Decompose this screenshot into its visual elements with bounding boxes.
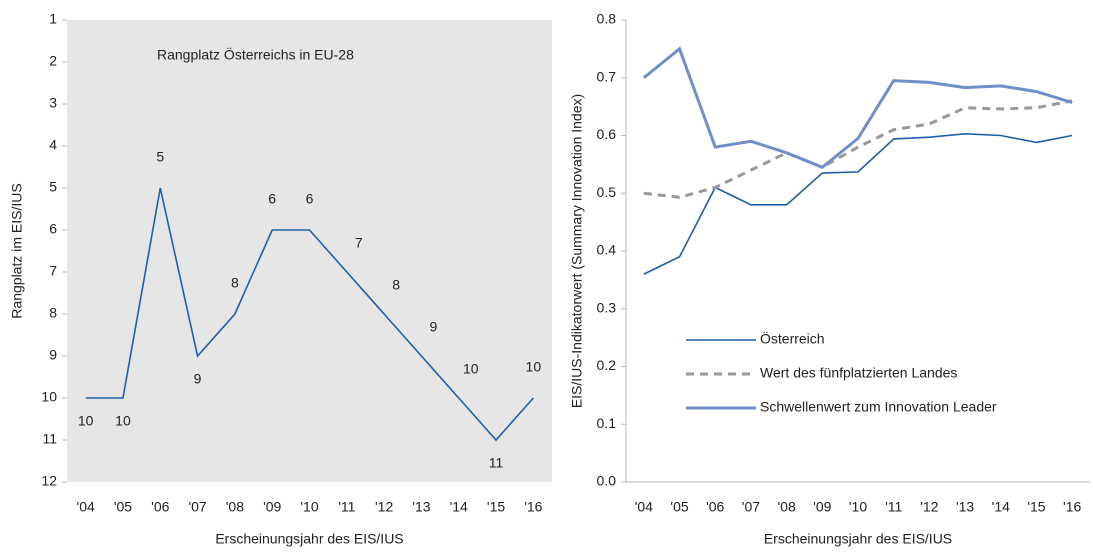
data-label: 6: [306, 191, 314, 207]
x-tick-label: '16: [1063, 499, 1081, 515]
data-label: 10: [115, 413, 131, 429]
x-tick-label: '10: [300, 499, 318, 515]
y-tick-label: 0.6: [597, 126, 617, 142]
x-tick-label: '05: [114, 499, 132, 515]
y-tick-label: 0.1: [597, 415, 617, 431]
line-series: [643, 132, 1073, 275]
x-tick-label: '09: [263, 499, 281, 515]
y-tick-label: 0.8: [597, 11, 617, 27]
data-label: 5: [156, 149, 164, 165]
x-tick-label: '06: [151, 499, 169, 515]
x-tick-label: '14: [450, 499, 468, 515]
x-tick-label: '08: [777, 499, 795, 515]
x-tick-label: '14: [992, 499, 1010, 515]
y-axis-label: EIS/IUS-Indikatorwert (Summary Innovatio…: [569, 94, 585, 408]
data-label: 10: [78, 413, 94, 429]
x-tick-label: '13: [956, 499, 974, 515]
data-label: 10: [463, 361, 479, 377]
line-series: [85, 187, 534, 442]
data-label: 9: [194, 371, 202, 387]
legend-label: Schwellenwert zum Innovation Leader: [760, 399, 997, 415]
data-label: 8: [231, 275, 239, 291]
y-tick-label: 5: [49, 179, 57, 195]
x-tick-label: '12: [375, 499, 393, 515]
y-tick-label: 0.4: [597, 242, 617, 258]
data-label: 8: [392, 277, 400, 293]
y-tick-label: 12: [41, 473, 57, 489]
line-series: [642, 46, 1073, 169]
x-tick-label: '15: [487, 499, 505, 515]
y-axis-label: Rangplatz im EIS/IUS: [9, 183, 25, 318]
y-tick-label: 10: [41, 389, 57, 405]
data-label: 6: [268, 191, 276, 207]
y-tick-label: 9: [49, 347, 57, 363]
x-tick-label: '04: [77, 499, 95, 515]
x-tick-label: '07: [188, 499, 206, 515]
x-tick-label: '10: [849, 499, 867, 515]
x-tick-label: '04: [635, 499, 653, 515]
y-tick-label: 2: [49, 53, 57, 69]
x-tick-label: '07: [742, 499, 760, 515]
y-tick-label: 0.5: [597, 184, 617, 200]
legend-label: Wert des fünfplatzierten Landes: [760, 365, 957, 381]
x-tick-label: '05: [670, 499, 688, 515]
x-tick-label: '11: [338, 499, 355, 515]
y-tick-label: 8: [49, 305, 57, 321]
data-label: 10: [526, 359, 542, 375]
line-series: [643, 99, 1073, 199]
data-label: 9: [430, 319, 438, 335]
y-tick-label: 11: [42, 431, 57, 447]
y-tick-label: 6: [49, 221, 57, 237]
x-tick-label: '08: [226, 499, 244, 515]
data-label: 11: [489, 455, 504, 471]
x-tick-label: '09: [813, 499, 831, 515]
data-label: 7: [355, 235, 363, 251]
y-tick-label: 0.7: [597, 68, 617, 84]
x-tick-label: '15: [1027, 499, 1045, 515]
legend-label: Österreich: [760, 330, 825, 347]
y-tick-label: 3: [49, 95, 57, 111]
x-axis-label: Erscheinungsjahr des EIS/IUS: [215, 531, 403, 547]
x-tick-label: '13: [412, 499, 430, 515]
y-tick-label: 0.0: [597, 473, 617, 489]
annotation: Rangplatz Österreichs in EU-28: [157, 46, 354, 63]
y-tick-label: 4: [49, 137, 57, 153]
x-tick-label: '12: [920, 499, 938, 515]
x-tick-label: '16: [524, 499, 542, 515]
y-tick-label: 0.2: [597, 357, 617, 373]
x-tick-label: '11: [885, 499, 902, 515]
x-tick-label: '06: [706, 499, 724, 515]
y-tick-label: 0.3: [597, 299, 617, 315]
y-tick-label: 1: [49, 11, 57, 27]
x-axis-label: Erscheinungsjahr des EIS/IUS: [764, 531, 952, 547]
y-tick-label: 7: [49, 263, 57, 279]
plot-background: [67, 20, 552, 482]
